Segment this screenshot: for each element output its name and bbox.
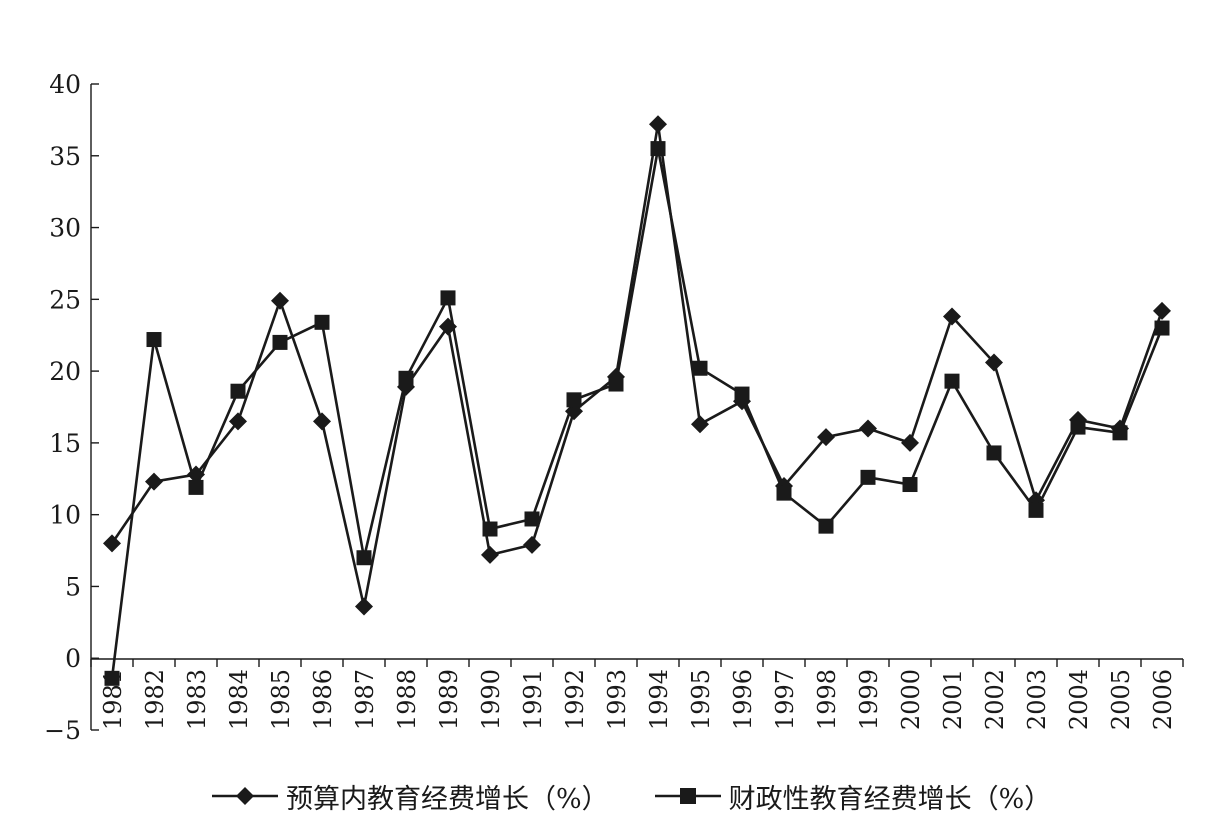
y-tick-label: 10 — [49, 501, 81, 530]
diamond-point — [817, 428, 835, 447]
x-tick-label: 1989 — [435, 669, 463, 730]
series-0 — [103, 115, 1171, 616]
diamond-point — [1153, 301, 1171, 320]
diamond-point — [985, 353, 1003, 372]
legend: 预算内教育经费增长（%） 财政性教育经费增长（%） — [210, 776, 1051, 816]
x-tick-label: 1984 — [225, 669, 253, 730]
square-point — [524, 511, 540, 527]
square-point — [566, 392, 582, 408]
y-tick-label: −5 — [44, 716, 81, 745]
diamond-point — [103, 534, 121, 553]
x-tick-label: 1998 — [813, 669, 841, 730]
y-tick-label: 15 — [49, 429, 81, 458]
diamond-point — [901, 433, 919, 452]
x-tick-label: 2002 — [981, 669, 1009, 730]
square-point — [230, 383, 246, 399]
square-point — [1070, 419, 1086, 435]
diamond-point — [859, 419, 877, 438]
x-tick-label: 1997 — [771, 669, 799, 730]
x-tick-label: 1995 — [687, 669, 715, 730]
diamond-point — [943, 307, 961, 326]
square-point — [734, 386, 750, 402]
legend-item-fiscal: 财政性教育经费增长（%） — [653, 777, 1052, 816]
square-point — [1112, 425, 1128, 441]
square-point — [314, 314, 330, 330]
y-tick-label: 30 — [49, 214, 81, 243]
y-tick-label: 5 — [65, 572, 81, 601]
series-1 — [104, 141, 1170, 686]
x-tick-label: 2003 — [1023, 669, 1051, 730]
x-tick-label: 2001 — [939, 669, 967, 730]
x-tick-label: 1996 — [729, 669, 757, 730]
square-point — [1028, 502, 1044, 518]
y-tick-label: 20 — [49, 357, 81, 386]
square-point — [104, 670, 120, 686]
x-tick-label: 1993 — [603, 669, 631, 730]
series-line — [110, 148, 1164, 679]
x-tick-label: 2004 — [1065, 669, 1093, 730]
square-point — [608, 376, 624, 392]
x-tick-label: 2006 — [1149, 669, 1177, 730]
x-tick-label: 1991 — [519, 669, 547, 730]
legend-item-budget: 预算内教育经费增长（%） — [210, 777, 609, 816]
diamond-point — [691, 415, 709, 434]
series-line — [110, 123, 1164, 607]
square-point — [650, 141, 666, 157]
x-tick-label: 1992 — [561, 669, 589, 730]
diamond-point — [649, 115, 667, 134]
x-tick-label: 1987 — [351, 669, 379, 730]
y-tick-label: 35 — [49, 142, 81, 171]
x-tick-label: 1982 — [141, 669, 169, 730]
y-tick-label: 0 — [65, 644, 81, 673]
square-point — [776, 485, 792, 501]
square-point — [818, 518, 834, 534]
square-point — [482, 521, 498, 537]
legend-label-budget: 预算内教育经费增长（%） — [286, 783, 609, 815]
x-tick-label: 2000 — [897, 669, 925, 730]
diamond-point — [355, 597, 373, 616]
diamond-point — [145, 472, 163, 491]
x-tick-label: 1990 — [477, 669, 505, 730]
x-tick-label: 1994 — [645, 669, 673, 730]
y-tick-label: 40 — [49, 70, 81, 99]
x-tick-label: 1986 — [309, 669, 337, 730]
square-point — [986, 445, 1002, 461]
square-point — [692, 360, 708, 376]
square-marker-icon — [654, 788, 721, 804]
square-point — [146, 332, 162, 348]
square-point — [356, 550, 372, 566]
x-tick-label: 1983 — [183, 669, 211, 730]
legend-label-fiscal: 财政性教育经费增长（%） — [728, 783, 1052, 815]
square-point — [902, 477, 918, 493]
square-point — [944, 373, 960, 389]
diamond-point — [313, 412, 331, 431]
square-point — [398, 370, 414, 386]
x-tick-label: 1985 — [267, 669, 295, 730]
square-point — [1154, 320, 1170, 336]
square-point — [860, 469, 876, 485]
x-axis: 1981 1982 1983 1984 1985 1986 1987 1988 1989 1990… — [90, 658, 1184, 730]
diamond-point — [481, 545, 499, 564]
square-point — [188, 479, 204, 495]
diamond-point — [271, 291, 289, 310]
diamond-marker-icon — [212, 787, 278, 805]
x-tick-label: 1999 — [855, 669, 883, 730]
series-layer — [103, 115, 1171, 686]
y-tick-label: 25 — [49, 285, 81, 314]
x-tick-label: 1988 — [393, 669, 421, 730]
square-point — [440, 290, 456, 306]
x-tick-label: 2005 — [1107, 669, 1135, 730]
diamond-point — [523, 535, 541, 554]
square-point — [272, 334, 288, 350]
diamond-point — [229, 412, 247, 431]
y-axis: 40 35 30 25 20 15 10 5 0 −5 — [44, 70, 99, 745]
